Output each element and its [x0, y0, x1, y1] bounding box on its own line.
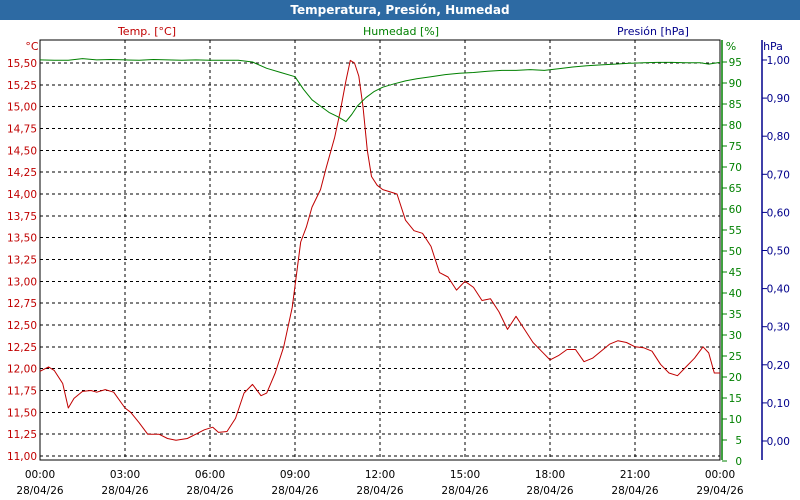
hum-tick-label: 95: [729, 57, 742, 69]
x-tick-time: 21:00: [620, 469, 650, 481]
hum-tick-label: 55: [729, 225, 742, 237]
temp-tick-label: 13,75: [7, 211, 37, 223]
hum-tick-label: 45: [729, 267, 742, 279]
plot-frame: [39, 39, 721, 461]
temp-tick-label: 15,00: [7, 102, 37, 114]
temp-tick-label: 15,50: [7, 58, 37, 70]
hum-axis-label: Humedad [%]: [363, 25, 439, 38]
temp-tick-label: 14,50: [7, 145, 37, 157]
x-tick-time: 06:00: [195, 469, 225, 481]
axes: 11,00 11,25 11,50 11,75 12,00 12,25 12,50 12,75…: [7, 40, 790, 497]
pres-unit-label: hPa: [763, 40, 783, 53]
x-tick-time: 12:00: [365, 469, 395, 481]
hum-tick-label: 10: [729, 414, 742, 426]
pres-tick-label: 0,00: [767, 436, 790, 448]
temp-tick-label: 12,00: [7, 364, 37, 376]
hum-tick-label: 90: [729, 78, 742, 90]
x-tick-time: 03:00: [110, 469, 140, 481]
hum-tick-label: 5: [735, 435, 742, 447]
x-tick-date: 28/04/26: [101, 485, 148, 497]
hum-tick-label: 15: [729, 393, 742, 405]
temp-unit-label: °C: [25, 40, 39, 53]
temp-tick-label: 14,75: [7, 124, 37, 136]
pres-tick-label: 0,10: [767, 398, 790, 410]
hum-tick-label: 35: [729, 309, 742, 321]
hum-tick-label: 25: [729, 351, 742, 363]
temp-tick-label: 14,25: [7, 167, 37, 179]
temp-tick-label: 11,25: [7, 429, 37, 441]
plot-border: [39, 39, 721, 461]
x-tick-date: 28/04/26: [611, 485, 658, 497]
hum-tick-label: 20: [729, 372, 742, 384]
temp-tick-label: 15,25: [7, 80, 37, 92]
temp-tick-label: 12,75: [7, 298, 37, 310]
x-tick-time: 00:00: [705, 469, 735, 481]
hum-unit-label: %: [726, 40, 736, 53]
temp-tick-label: 13,25: [7, 255, 37, 267]
temp-tick-label: 13,50: [7, 233, 37, 245]
hum-tick-label: 40: [729, 288, 742, 300]
pres-tick-label: 0,40: [767, 284, 790, 296]
hum-tick-label: 30: [729, 330, 742, 342]
x-tick-date: 29/04/26: [696, 485, 743, 497]
temp-tick-label: 12,50: [7, 320, 37, 332]
x-tick-date: 28/04/26: [186, 485, 233, 497]
pres-tick-label: 0,80: [767, 131, 790, 143]
x-tick-date: 28/04/26: [441, 485, 488, 497]
x-tick-date: 28/04/26: [271, 485, 318, 497]
x-tick-time: 09:00: [280, 469, 310, 481]
hum-tick-label: 65: [729, 183, 742, 195]
x-tick-date: 28/04/26: [356, 485, 403, 497]
chart-title: Temperatura, Presión, Humedad: [0, 0, 800, 20]
temp-tick-label: 11,50: [7, 407, 37, 419]
x-tick-time: 18:00: [535, 469, 565, 481]
x-tick-time: 15:00: [450, 469, 480, 481]
pres-tick-label: 0,30: [767, 322, 790, 334]
x-tick-date: 28/04/26: [16, 485, 63, 497]
hum-tick-label: 50: [729, 246, 742, 258]
pres-axis-label: Presión [hPa]: [617, 25, 689, 38]
hum-tick-label: 85: [729, 99, 742, 111]
pres-tick-label: 0,90: [767, 93, 790, 105]
pres-tick-label: 0,70: [767, 169, 790, 181]
hum-tick-label: 0: [735, 456, 742, 468]
pres-tick-label: 0,50: [767, 246, 790, 258]
axis-labels: Temp. [°C] Humedad [%] Presión [hPa] °C …: [25, 25, 783, 53]
temp-tick-label: 11,75: [7, 386, 37, 398]
pres-tick-label: 0,20: [767, 360, 790, 372]
pres-tick-label: 1,00: [767, 55, 790, 67]
hum-series-line: [39, 58, 721, 123]
x-tick-date: 28/04/26: [526, 485, 573, 497]
temp-tick-label: 14,00: [7, 189, 37, 201]
temp-tick-label: 11,00: [7, 451, 37, 463]
pres-tick-label: 0,60: [767, 207, 790, 219]
x-tick-time: 00:00: [25, 469, 55, 481]
hum-tick-label: 60: [729, 204, 742, 216]
temp-series-line: [39, 59, 720, 441]
hum-tick-label: 70: [729, 162, 742, 174]
hum-tick-label: 75: [729, 141, 742, 153]
hum-tick-label: 80: [729, 120, 742, 132]
temp-axis-label: Temp. [°C]: [117, 25, 176, 38]
temp-tick-label: 12,25: [7, 342, 37, 354]
series-group: [39, 58, 721, 441]
temp-tick-label: 13,00: [7, 276, 37, 288]
grid-lines: [40, 40, 720, 460]
chart-canvas: 11,00 11,25 11,50 11,75 12,00 12,25 12,50 12,75…: [7, 25, 790, 497]
